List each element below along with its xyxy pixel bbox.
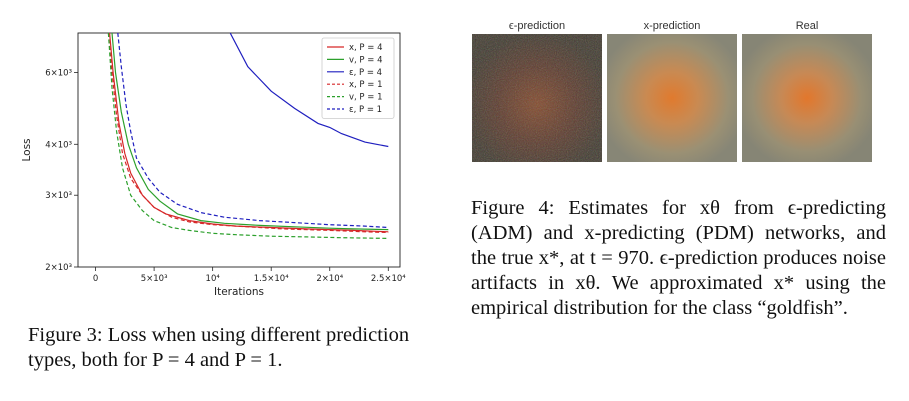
x-tick-label: 10⁴ <box>206 274 221 284</box>
y-tick-label: 6×10³ <box>45 69 72 79</box>
legend-label: x, P = 1 <box>349 80 383 90</box>
y-tick-label: 2×10³ <box>45 263 72 273</box>
x-tick-label: 5×10³ <box>141 274 168 284</box>
figure-4-caption: Figure 4: Estimates for xθ from ϵ-predic… <box>471 197 886 319</box>
real-image <box>742 34 872 162</box>
real-panel: Real <box>742 18 872 166</box>
series-group <box>107 33 389 239</box>
x-prediction-label: x-prediction <box>643 20 701 32</box>
figure-3: 0 5×10³ 10⁴ 1.5×10⁴ 2×10⁴ 2.5×10⁴ 2×10³ 3×10³ 4×… <box>0 0 440 401</box>
legend-label: v, P = 1 <box>349 93 383 103</box>
x-axis-label: Iterations <box>214 286 264 298</box>
y-tick-label: 3×10³ <box>45 191 72 201</box>
series-line-1 <box>111 33 389 231</box>
epsilon-prediction-label: ϵ-prediction <box>508 20 566 32</box>
figure-3-caption: Figure 3: Loss when using different pred… <box>28 324 410 371</box>
x-prediction-image <box>607 34 737 162</box>
y-tick-label: 4×10³ <box>45 140 72 150</box>
series-line-3 <box>107 33 389 234</box>
legend-label: ε, P = 1 <box>349 105 382 115</box>
legend-label: ε, P = 4 <box>349 68 382 78</box>
figure-4: ϵ-prediction x-prediction <box>440 0 909 401</box>
y-axis-label: Loss <box>21 138 33 161</box>
legend-label: x, P = 4 <box>349 43 383 53</box>
epsilon-prediction-image <box>472 34 602 162</box>
loss-chart: 0 5×10³ 10⁴ 1.5×10⁴ 2×10⁴ 2.5×10⁴ 2×10³ 3×10³ 4×… <box>21 32 406 298</box>
legend-box <box>321 37 395 119</box>
x-tick-label: 0 <box>93 274 98 284</box>
epsilon-prediction-panel: ϵ-prediction <box>472 18 602 166</box>
plot-frame <box>77 32 401 268</box>
legend-label: v, P = 4 <box>349 55 383 65</box>
x-tick-label: 2×10⁴ <box>316 274 343 284</box>
x-prediction-panel: x-prediction <box>607 18 737 166</box>
series-line-5 <box>117 33 389 229</box>
series-line-4 <box>107 33 389 239</box>
real-label: Real <box>795 20 819 32</box>
series-line-0 <box>109 33 389 233</box>
x-tick-label: 1.5×10⁴ <box>254 274 289 284</box>
series-line-2 <box>229 33 389 148</box>
x-tick-label: 2.5×10⁴ <box>371 274 406 284</box>
